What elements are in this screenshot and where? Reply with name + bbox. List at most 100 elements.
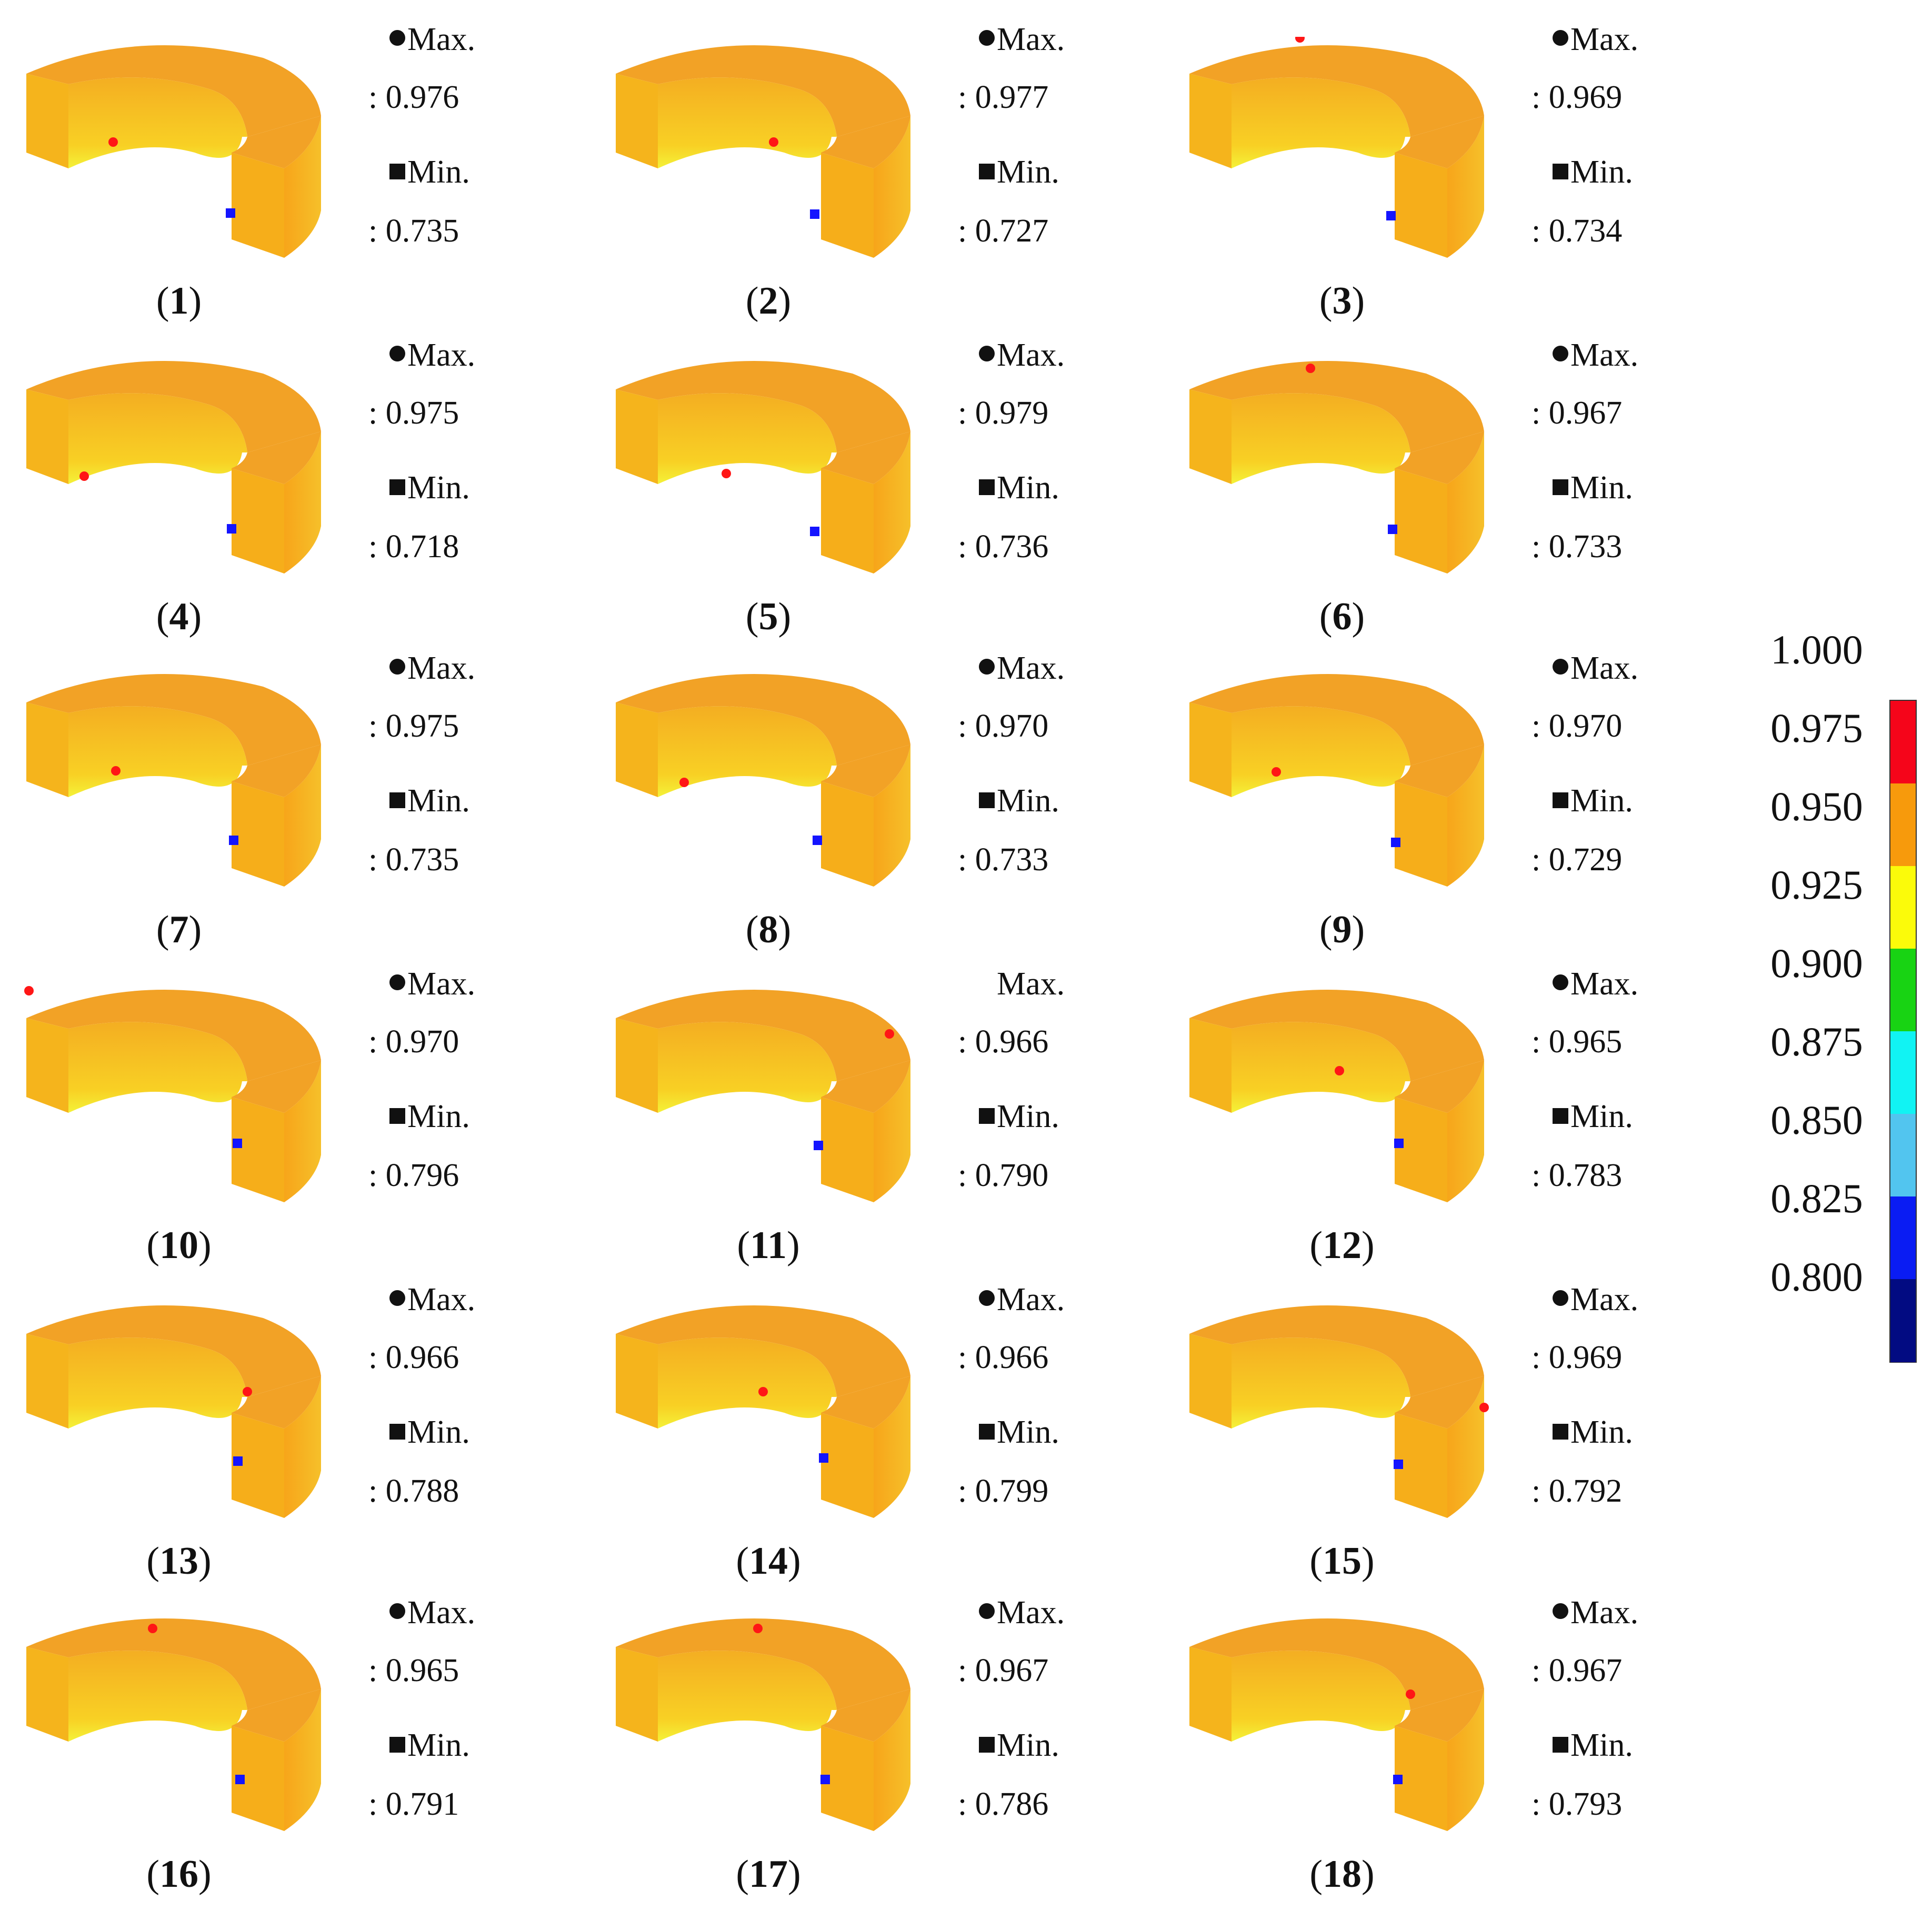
ring-outer-side [284, 116, 321, 258]
ring-outer-side [1447, 1689, 1484, 1831]
max-label: Max. [997, 1282, 1065, 1317]
max-label: Max. [407, 337, 476, 373]
min-label: Min. [1570, 1099, 1633, 1134]
max-marker [111, 766, 121, 776]
min-label-row: Min. [979, 1727, 1059, 1764]
ring-connector [232, 431, 321, 484]
ring-outer-side [874, 116, 910, 258]
filled-circle-icon [389, 974, 405, 990]
min-label: Min. [1570, 154, 1633, 190]
ring-front-cut-face [1395, 1097, 1447, 1202]
max-marker [243, 1387, 252, 1396]
min-label-row: Min. [389, 154, 470, 191]
min-label-row: Min. [389, 469, 470, 507]
ring-inner-wall [658, 1337, 837, 1429]
ring-model [24, 986, 321, 1202]
ring-connector [1395, 431, 1484, 484]
max-label-row: Max. [389, 1281, 475, 1319]
ring-front-cut-face [232, 468, 284, 574]
max-value: : 0.970 [958, 708, 1049, 744]
min-label-row: Min. [979, 469, 1059, 507]
ring-model [1189, 1618, 1484, 1831]
filled-circle-icon [979, 30, 995, 46]
panel-label: (6) [1319, 595, 1365, 638]
result-panel-10: Max. : 0.970 Min. : 0.796 (10) [11, 960, 595, 1271]
ring-top-face [1189, 1618, 1484, 1710]
min-label-row: Min. [979, 154, 1059, 191]
max-label: Max. [997, 22, 1065, 57]
min-value: : 0.735 [368, 842, 459, 878]
ring-front-cut-face [232, 1726, 284, 1831]
panel-label: (12) [1309, 1224, 1375, 1267]
ring-model [616, 45, 910, 258]
ring-left-cut-face [616, 1334, 658, 1429]
max-marker [1406, 1689, 1415, 1699]
max-label-row: Max. [1553, 1281, 1638, 1319]
ring-connector [232, 1689, 321, 1742]
filled-circle-icon [979, 1603, 995, 1619]
result-panel-7: Max. : 0.975 Min. : 0.735 (7) [11, 645, 595, 955]
filled-square-icon [1553, 164, 1568, 179]
ring-front-cut-face [1395, 468, 1447, 574]
ring-left-cut-face [616, 74, 658, 168]
max-marker [722, 469, 731, 478]
filled-circle-icon [389, 346, 405, 361]
ring-inner-wall [68, 1651, 247, 1742]
min-value: : 0.736 [958, 529, 1049, 565]
filled-square-icon [389, 1737, 405, 1753]
ring-left-cut-face [1189, 1334, 1232, 1429]
min-value: : 0.783 [1531, 1158, 1623, 1193]
min-value: : 0.791 [368, 1786, 459, 1822]
ring-inner-wall [658, 706, 837, 797]
ring-connector [1395, 1689, 1484, 1742]
max-label: Max. [1570, 337, 1639, 373]
ring-connector [821, 745, 910, 797]
min-label-row: Min. [979, 1414, 1059, 1451]
min-label: Min. [407, 470, 470, 506]
ring-connector [821, 1060, 910, 1113]
max-label-row: Max. [389, 1594, 475, 1632]
ring-left-cut-face [26, 1334, 68, 1429]
ring-outer-side [874, 745, 910, 887]
min-label-row: Min. [1553, 469, 1633, 507]
filled-circle-icon [389, 1603, 405, 1619]
min-value: : 0.733 [1531, 529, 1623, 565]
filled-square-icon [389, 164, 405, 179]
panel-label: (4) [156, 595, 202, 638]
legend-tick-label: 0.975 [1770, 705, 1863, 751]
max-value: : 0.966 [368, 1340, 459, 1375]
ring-model [1189, 37, 1484, 258]
ring-top-face [616, 361, 910, 452]
filled-circle-icon [1553, 1603, 1568, 1619]
result-panel-4: Max. : 0.975 Min. : 0.718 (4) [11, 331, 595, 642]
ring-inner-wall [658, 393, 837, 484]
max-label: Max. [997, 650, 1065, 686]
min-label: Min. [997, 1727, 1059, 1763]
legend-tick-label: 0.800 [1770, 1254, 1863, 1300]
filled-square-icon [979, 164, 995, 179]
filled-circle-icon [1553, 659, 1568, 675]
result-panel-15: Max. : 0.969 Min. : 0.792 (15) [1174, 1276, 1758, 1586]
result-panel-17: Max. : 0.967 Min. : 0.786 (17) [600, 1589, 1184, 1899]
result-panel-3: Max. : 0.969 Min. : 0.734 (3) [1174, 16, 1758, 326]
max-label: Max. [1570, 1282, 1639, 1317]
result-panel-12: Max. : 0.965 Min. : 0.783 (12) [1174, 960, 1758, 1271]
result-panel-2: Max. : 0.977 Min. : 0.727 (2) [600, 16, 1184, 326]
min-marker [810, 527, 819, 536]
ring-top-face [616, 674, 910, 766]
legend-tick-label: 0.900 [1770, 940, 1863, 986]
ring-outer-side [284, 1689, 321, 1831]
ring-top-face [26, 1618, 321, 1710]
max-value: : 0.967 [958, 1653, 1049, 1688]
max-label: Max. [997, 966, 1065, 1002]
max-label-row: Max. [389, 965, 475, 1003]
max-label: Max. [407, 1595, 476, 1631]
min-label-row: Min. [389, 1098, 470, 1135]
colorbar-segment [1890, 701, 1916, 784]
max-marker [885, 1029, 894, 1039]
ring-top-face [1189, 45, 1484, 137]
min-label: Min. [997, 154, 1059, 190]
max-value: : 0.977 [958, 79, 1049, 115]
min-label: Min. [997, 1099, 1059, 1134]
min-marker [233, 1456, 243, 1466]
